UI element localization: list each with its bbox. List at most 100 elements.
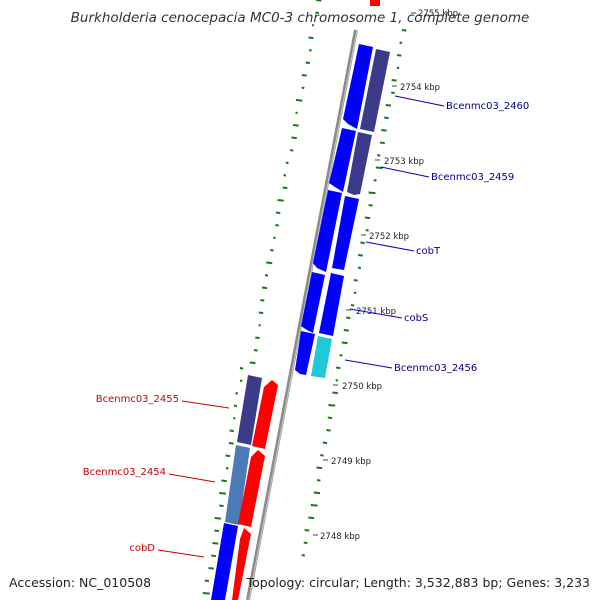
map-title: Burkholderia cenocepacia MC0-3 chromosom… [70,10,530,26]
gene-label-bcenmc03-2460[interactable]: Bcenmc03_2460 [446,101,529,112]
gc-dash [283,174,287,177]
gc-dash [301,554,305,557]
gc-dash [292,124,299,127]
gc-dash [211,554,217,558]
gc-dash [208,567,214,570]
gc-dash [304,529,310,532]
gc-dash [399,41,403,45]
gene-bcenmc03-2460-dark[interactable] [360,49,390,132]
gc-dash [285,161,289,165]
tick-label-2751: 2751 kbp [356,307,396,317]
gc-dash [277,199,284,202]
gene-label-bcenmc03-2459[interactable]: Bcenmc03_2459 [431,172,514,183]
gene-label-bcenmc03-2455[interactable]: Bcenmc03_2455 [96,394,179,405]
tick-marks [313,12,416,536]
gene-label-cobS[interactable]: cobS [404,313,428,324]
gc-dash [335,379,339,382]
gc-dash [381,129,387,132]
gc-dash [326,429,331,432]
gc-dash [258,311,264,315]
gc-dash [310,504,318,507]
gene-top-fragment [370,0,380,6]
tick-label-2752: 2752 kbp [369,232,409,242]
tick-label-2753: 2753 kbp [384,157,424,167]
gc-dash [357,254,363,257]
gc-dash [316,466,323,470]
gc-dash [345,316,351,320]
gc-dash [377,154,381,157]
gc-dash [322,441,328,445]
tick-label-2750: 2750 kbp [342,382,382,392]
genome-backbone [246,29,358,600]
gc-dash [301,74,307,77]
topology-summary: Topology: circular; Length: 3,532,883 bp… [246,575,590,590]
gene-label-cobD[interactable]: cobD [129,543,155,554]
gc-dash [214,517,222,520]
gc-dash [368,191,376,195]
gene-bcenmc03-2456-left[interactable] [295,331,315,375]
gc-dash [335,366,341,370]
gene-label-bcenmc03-2454[interactable]: Bcenmc03_2454 [83,467,166,478]
gc-dash [266,261,273,265]
gene-label-bcenmc03-2456[interactable]: Bcenmc03_2456 [394,363,477,374]
gc-dash [391,91,395,95]
gc-dash [260,299,265,302]
gc-dash [204,579,210,583]
gc-dash [360,241,365,245]
gene-bcenmc03-2456[interactable] [311,336,332,378]
gc-dash [353,291,357,295]
tick-label-2754: 2754 kbp [400,83,440,93]
gc-dash [239,367,244,370]
gene-cobT[interactable] [332,196,359,270]
gc-dash [311,24,315,27]
accession-text: Accession: NC_010508 [9,575,152,590]
gc-dash [327,416,333,420]
gc-dash [364,216,371,220]
gc-dash [212,542,219,545]
gc-dash [373,179,377,182]
gc-dash [341,341,348,345]
forward-label-lines [344,95,445,369]
gc-dash [261,286,268,290]
gc-dash [379,141,385,145]
gc-dash [357,266,362,270]
gc-dash [275,224,279,227]
gc-dash [316,479,321,482]
gc-dash [255,336,260,340]
gc-dash [353,279,358,282]
reverse-label-lines [157,400,230,558]
reverse-genes [211,375,278,600]
gc-dash [233,404,238,408]
gc-dash [275,211,281,215]
gene-cobD-left[interactable] [211,523,238,600]
gene-cobD[interactable] [232,528,251,600]
gc-dash [219,504,224,508]
gc-dash [313,491,321,495]
gc-dash [385,104,392,107]
gc-dash [308,516,315,520]
gc-dash [295,111,298,115]
gene-bcenmc03-2454-mid[interactable] [225,445,250,525]
gc-dash [339,354,343,357]
tick-label-2755: 2755 kbp [418,9,458,19]
gc-dash [239,379,243,383]
tick-label-2749: 2749 kbp [331,457,371,467]
gene-bcenmc03-2459[interactable] [329,128,356,192]
gene-bcenmc03-2460[interactable] [343,44,373,129]
gc-dash [305,61,311,65]
gc-dash [258,324,261,327]
gene-cobS-left[interactable] [301,272,325,333]
gene-bcenmc03-2455-dark[interactable] [237,375,262,445]
gc-dash [221,479,227,483]
gene-bcenmc03-2455[interactable] [252,380,278,449]
gc-dash [343,329,349,332]
gc-dash [282,186,288,190]
gc-dash [332,391,338,395]
gene-bcenmc03-2459-dark[interactable] [347,132,372,195]
gene-cobS[interactable] [319,273,344,336]
gene-cobT-left[interactable] [313,190,342,272]
gene-label-cobT[interactable]: cobT [416,246,441,257]
gene-bcenmc03-2454[interactable] [238,450,265,527]
tick-label-2748: 2748 kbp [320,532,360,542]
